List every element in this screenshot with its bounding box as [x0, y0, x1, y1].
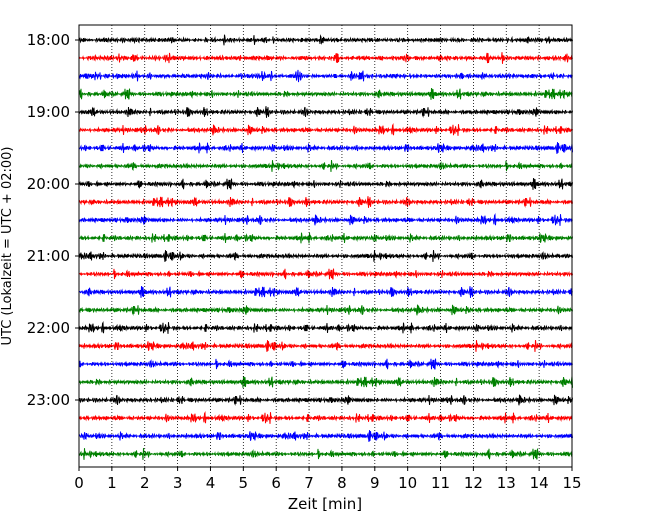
trace-2130 [78, 286, 573, 298]
trace-2115 [78, 268, 573, 280]
y-axis-label: UTC (Lokalzeit = UTC + 02:00) [0, 147, 15, 346]
x-axis-label: Zeit [min] [288, 495, 362, 513]
trace-2215 [78, 340, 573, 352]
trace-2345 [78, 448, 573, 460]
trace-2200 [78, 321, 573, 334]
x-tick-label: 3 [173, 474, 183, 492]
trace-2030 [78, 213, 573, 226]
x-tick-label: 12 [464, 474, 483, 492]
x-tick-label: 15 [562, 474, 581, 492]
y-tick-label: 21:00 [27, 247, 70, 265]
x-tick-label: 1 [107, 474, 117, 492]
trace-2315 [78, 411, 573, 424]
y-tick-label: 22:00 [27, 319, 70, 337]
x-tick-label: 8 [337, 474, 347, 492]
y-tick-label: 20:00 [27, 175, 70, 193]
trace-2100 [78, 250, 573, 262]
y-axis-ticks: 18:00 19:00 20:00 21:00 22:00 23:00 [27, 31, 79, 409]
trace-2330 [78, 430, 573, 442]
trace-2145 [78, 304, 573, 316]
trace-1845 [78, 88, 573, 100]
trace-2230 [78, 358, 573, 370]
trace-1815 [78, 52, 573, 64]
y-tick-label: 19:00 [27, 103, 70, 121]
x-tick-label: 14 [530, 474, 549, 492]
trace-2015 [78, 196, 573, 208]
seismic-traces [78, 34, 573, 460]
trace-2300 [78, 394, 573, 406]
trace-2045 [78, 232, 573, 244]
trace-1900 [78, 106, 573, 118]
x-tick-label: 5 [239, 474, 249, 492]
x-tick-label: 6 [271, 474, 281, 492]
x-tick-label: 7 [304, 474, 314, 492]
x-tick-label: 11 [431, 474, 450, 492]
x-tick-label: 10 [398, 474, 417, 492]
x-tick-label: 2 [140, 474, 150, 492]
x-tick-label: 4 [206, 474, 216, 492]
x-tick-label: 0 [74, 474, 84, 492]
y-tick-label: 18:00 [27, 31, 70, 49]
trace-1915 [78, 123, 573, 136]
trace-1930 [78, 142, 573, 154]
x-axis-ticks: 0 1 2 3 4 5 6 7 8 9 10 11 12 13 14 15 [74, 467, 582, 492]
trace-1830 [78, 69, 573, 83]
x-tick-label: 9 [370, 474, 380, 492]
trace-1945 [78, 160, 573, 172]
y-tick-label: 23:00 [27, 391, 70, 409]
plot-frame [78, 24, 573, 468]
trace-2245 [78, 376, 573, 388]
x-tick-label: 13 [497, 474, 516, 492]
trace-1800 [78, 34, 573, 46]
trace-2000 [79, 178, 573, 190]
